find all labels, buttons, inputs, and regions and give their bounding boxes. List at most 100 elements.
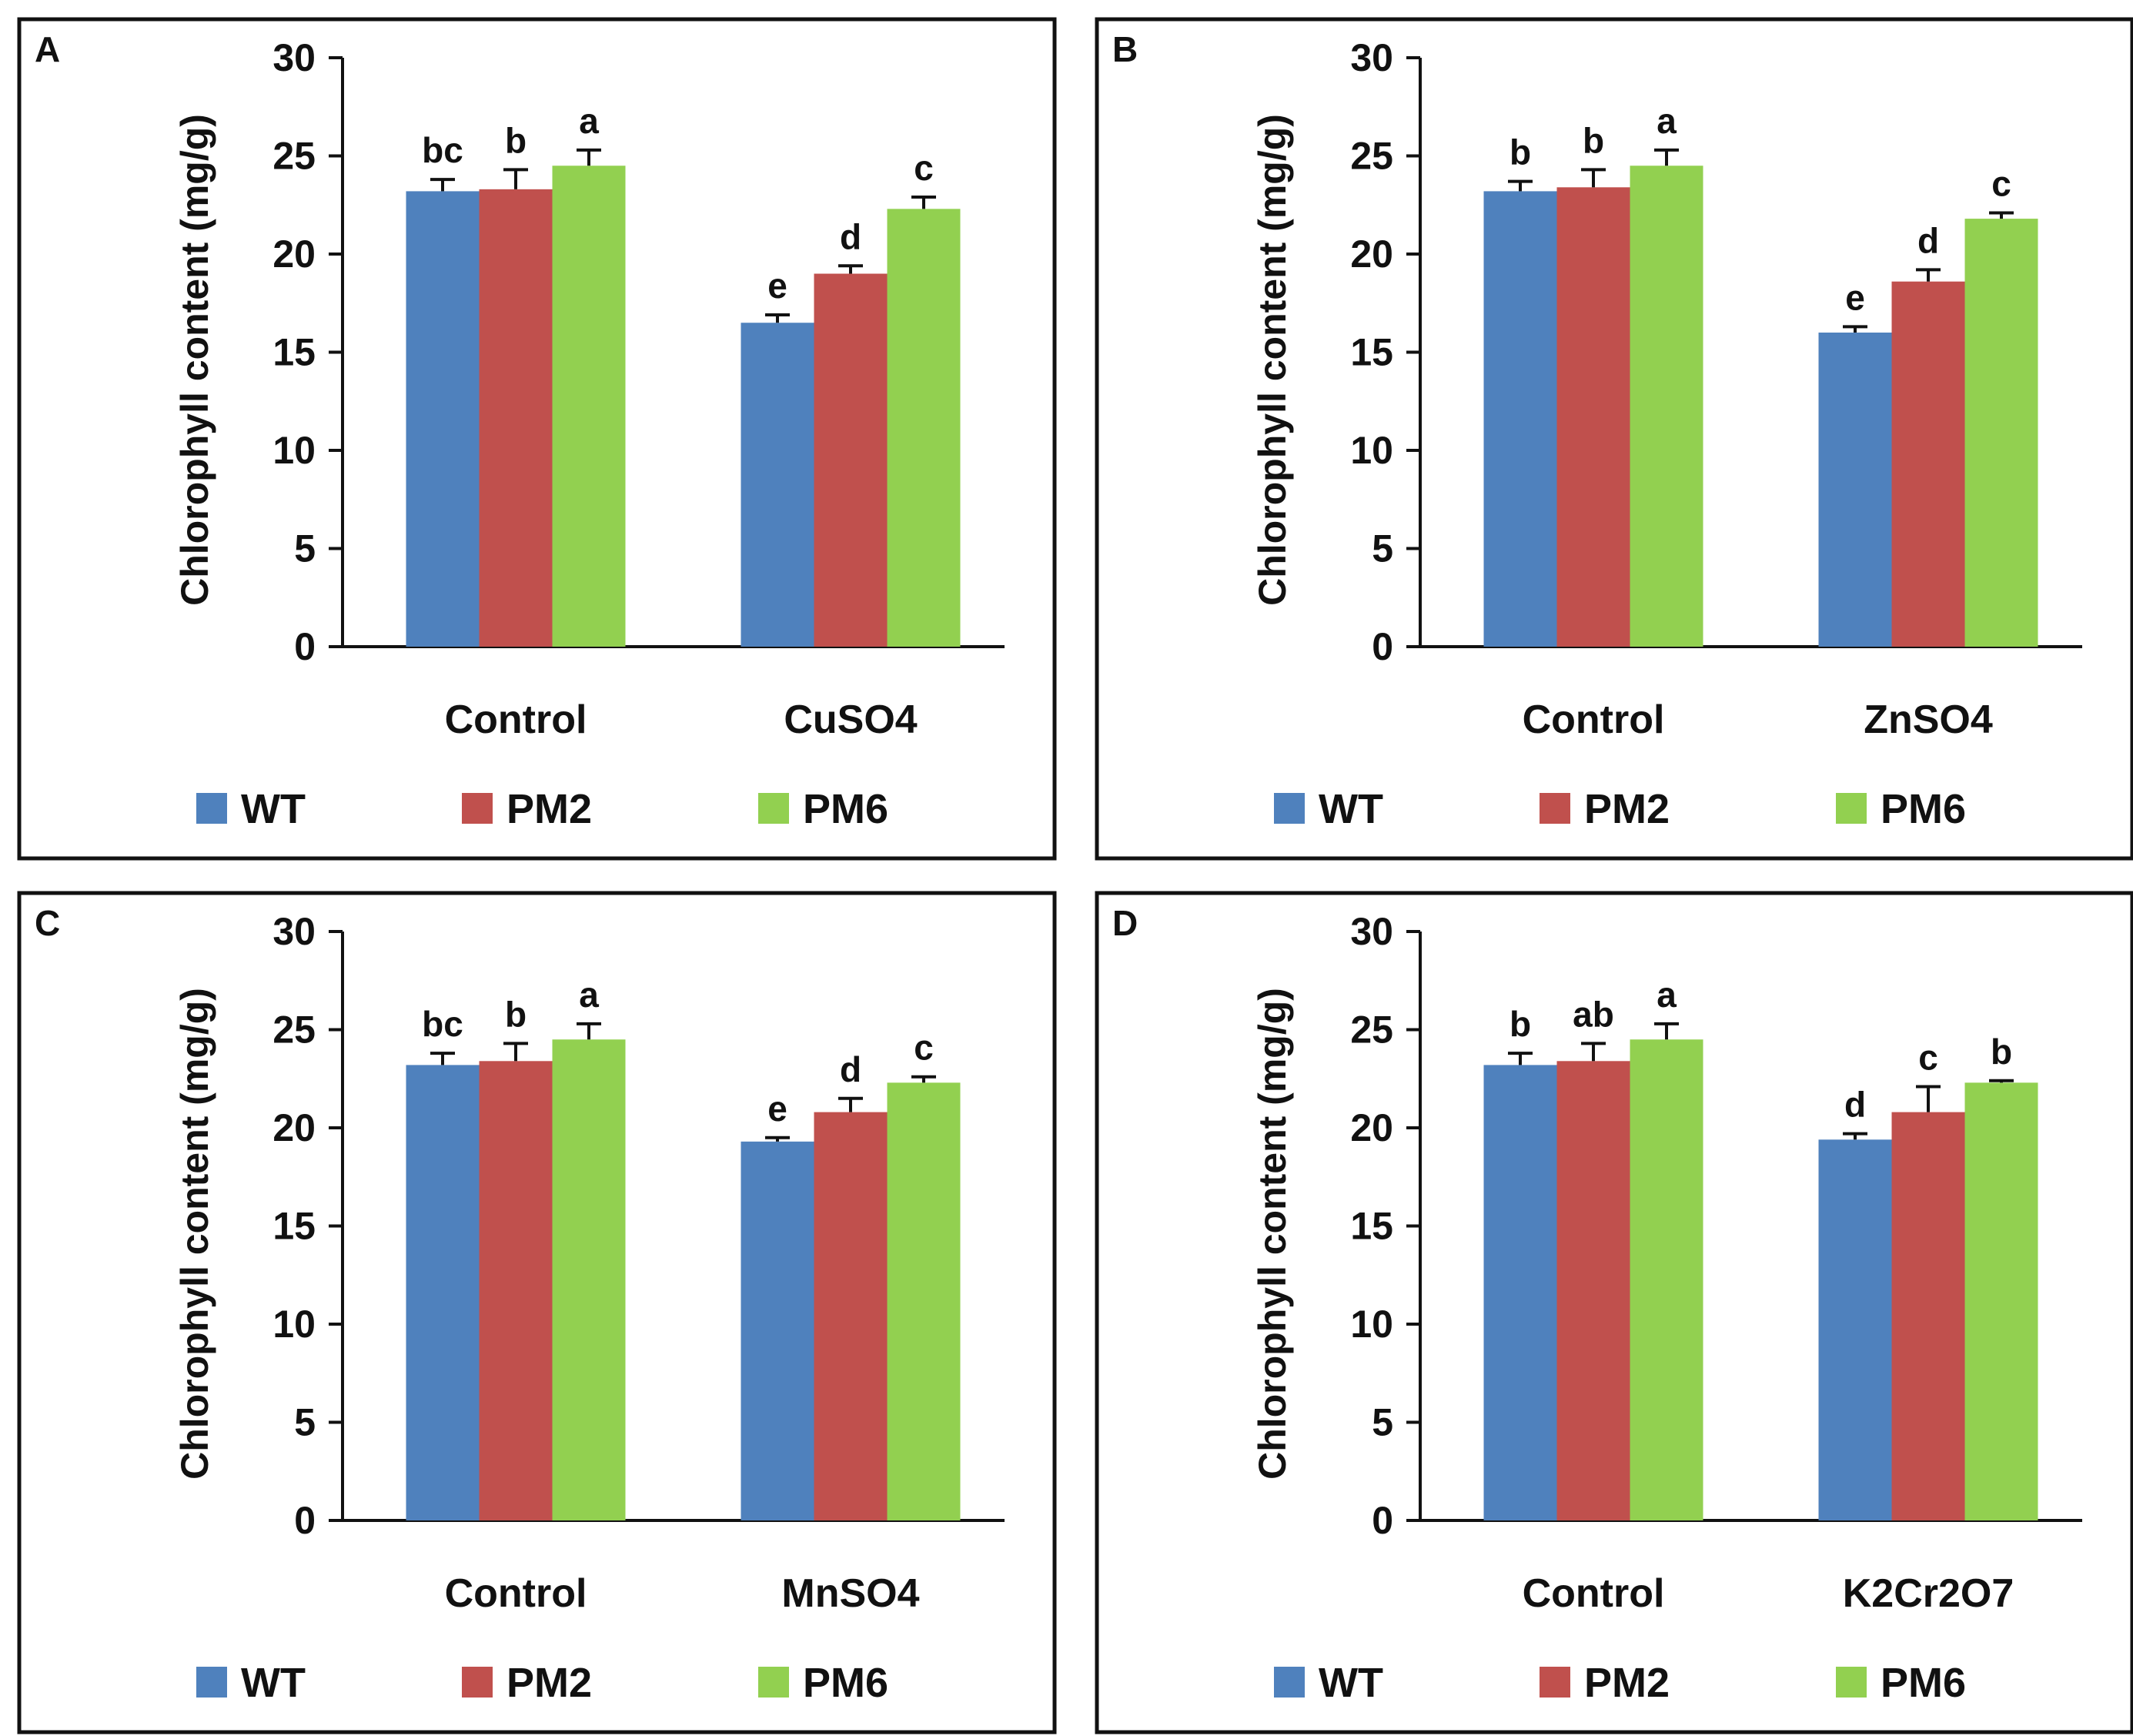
- significance-label: b: [1991, 1032, 2012, 1072]
- y-tick-label: 5: [1372, 1401, 1393, 1444]
- x-category-label: Control: [445, 1571, 587, 1616]
- legend-label-pm6: PM6: [1881, 1660, 1966, 1706]
- panel-letter: B: [1112, 29, 1138, 69]
- legend-swatch-wt: [196, 793, 227, 824]
- bar-pm2-k2cr2o7: [1891, 1112, 1965, 1520]
- legend-label-pm2: PM2: [507, 1660, 592, 1706]
- x-category-label: K2Cr2O7: [1843, 1571, 2014, 1616]
- x-category-label: CuSO4: [784, 697, 917, 742]
- significance-label: a: [1657, 101, 1677, 141]
- significance-label: c: [1991, 163, 2011, 203]
- legend-swatch-pm2: [1540, 793, 1570, 824]
- y-tick-label: 30: [1350, 910, 1393, 953]
- legend-label-wt: WT: [241, 786, 306, 832]
- legend-label-pm2: PM2: [1584, 1660, 1670, 1706]
- y-tick-label: 25: [1350, 135, 1393, 178]
- significance-label: c: [914, 1028, 934, 1068]
- significance-label: e: [767, 266, 787, 306]
- significance-label: bc: [422, 1004, 463, 1044]
- bar-pm6-mnso4: [887, 1082, 961, 1520]
- bar-pm6-control: [1630, 1039, 1703, 1520]
- y-tick-label: 25: [272, 135, 316, 178]
- bar-pm2-control: [479, 1061, 553, 1520]
- legend-swatch-pm6: [1836, 793, 1867, 824]
- y-tick-label: 15: [272, 1205, 316, 1248]
- bar-wt-znso4: [1818, 333, 1892, 647]
- legend-swatch-pm2: [1540, 1667, 1570, 1698]
- y-tick-label: 10: [1350, 429, 1393, 472]
- legend-label-wt: WT: [1319, 786, 1383, 832]
- y-tick-label: 20: [1350, 1106, 1393, 1149]
- bar-pm2-mnso4: [814, 1112, 888, 1520]
- bar-wt-k2cr2o7: [1818, 1139, 1892, 1520]
- bar-pm2-control: [1556, 1061, 1630, 1520]
- y-tick-label: 30: [272, 910, 316, 953]
- significance-label: b: [1583, 120, 1604, 160]
- y-axis-title: Chlorophyll content (mg/g): [173, 988, 216, 1480]
- panel-letter: C: [35, 903, 60, 943]
- significance-label: b: [1509, 132, 1531, 172]
- legend-swatch-pm6: [758, 1667, 789, 1698]
- significance-label: bc: [422, 130, 463, 170]
- panel-frame: [1095, 17, 2133, 861]
- significance-label: b: [505, 994, 527, 1034]
- bar-pm2-control: [479, 189, 553, 647]
- legend-label-pm6: PM6: [803, 1660, 888, 1706]
- bar-pm2-znso4: [1891, 281, 1965, 647]
- significance-label: e: [767, 1089, 787, 1129]
- significance-label: d: [1917, 220, 1939, 260]
- y-tick-label: 0: [1372, 1499, 1393, 1542]
- legend-swatch-wt: [1274, 793, 1305, 824]
- legend-label-pm6: PM6: [803, 786, 888, 832]
- legend-label-pm6: PM6: [1881, 786, 1966, 832]
- bar-pm6-cuso4: [887, 209, 961, 647]
- bar-pm6-control: [1630, 166, 1703, 647]
- significance-label: a: [579, 101, 599, 141]
- panel-letter: A: [35, 29, 60, 69]
- bar-pm6-control: [552, 166, 626, 647]
- bar-wt-control: [1483, 1065, 1557, 1520]
- significance-label: c: [1918, 1037, 1938, 1077]
- y-axis-title: Chlorophyll content (mg/g): [1251, 114, 1294, 606]
- bar-pm2-control: [1556, 187, 1630, 647]
- y-tick-label: 30: [1350, 36, 1393, 79]
- bar-wt-control: [406, 191, 480, 647]
- y-tick-label: 25: [272, 1008, 316, 1052]
- bar-wt-mnso4: [741, 1141, 814, 1520]
- x-category-label: MnSO4: [781, 1571, 919, 1616]
- y-axis-title: Chlorophyll content (mg/g): [1251, 988, 1294, 1480]
- y-tick-label: 0: [294, 1499, 316, 1542]
- panel-frame: [1095, 891, 2133, 1734]
- x-category-label: ZnSO4: [1864, 697, 1993, 742]
- bar-wt-control: [406, 1065, 480, 1520]
- y-tick-label: 10: [1350, 1303, 1393, 1346]
- significance-label: b: [505, 120, 527, 160]
- y-tick-label: 20: [272, 1106, 316, 1149]
- y-tick-label: 30: [272, 36, 316, 79]
- y-tick-label: 20: [272, 232, 316, 276]
- significance-label: d: [1844, 1085, 1866, 1125]
- y-tick-label: 15: [272, 331, 316, 374]
- y-tick-label: 5: [294, 527, 316, 570]
- x-category-label: Control: [1523, 1571, 1665, 1616]
- bar-pm6-k2cr2o7: [1964, 1082, 2038, 1520]
- significance-label: ab: [1573, 994, 1614, 1034]
- chart-panel-d: D 0 5 10 15 20 25 30 Chlorophyll content (mg/g) b…: [1095, 891, 2133, 1734]
- y-tick-label: 0: [1372, 625, 1393, 668]
- significance-label: d: [840, 216, 861, 256]
- significance-label: a: [1657, 975, 1677, 1015]
- chart-panel-c: C 0 5 10 15 20 25 30 Chlorophyll content (mg/g) b…: [17, 891, 1057, 1734]
- panel-letter: D: [1112, 903, 1138, 943]
- y-tick-label: 10: [272, 1303, 316, 1346]
- legend-swatch-pm6: [758, 793, 789, 824]
- y-tick-label: 10: [272, 429, 316, 472]
- y-tick-label: 5: [1372, 527, 1393, 570]
- y-tick-label: 15: [1350, 1205, 1393, 1248]
- legend-swatch-pm2: [462, 793, 493, 824]
- bar-wt-control: [1483, 191, 1557, 647]
- legend-swatch-pm2: [462, 1667, 493, 1698]
- legend-label-wt: WT: [241, 1660, 306, 1706]
- legend-swatch-wt: [196, 1667, 227, 1698]
- y-tick-label: 15: [1350, 331, 1393, 374]
- y-tick-label: 0: [294, 625, 316, 668]
